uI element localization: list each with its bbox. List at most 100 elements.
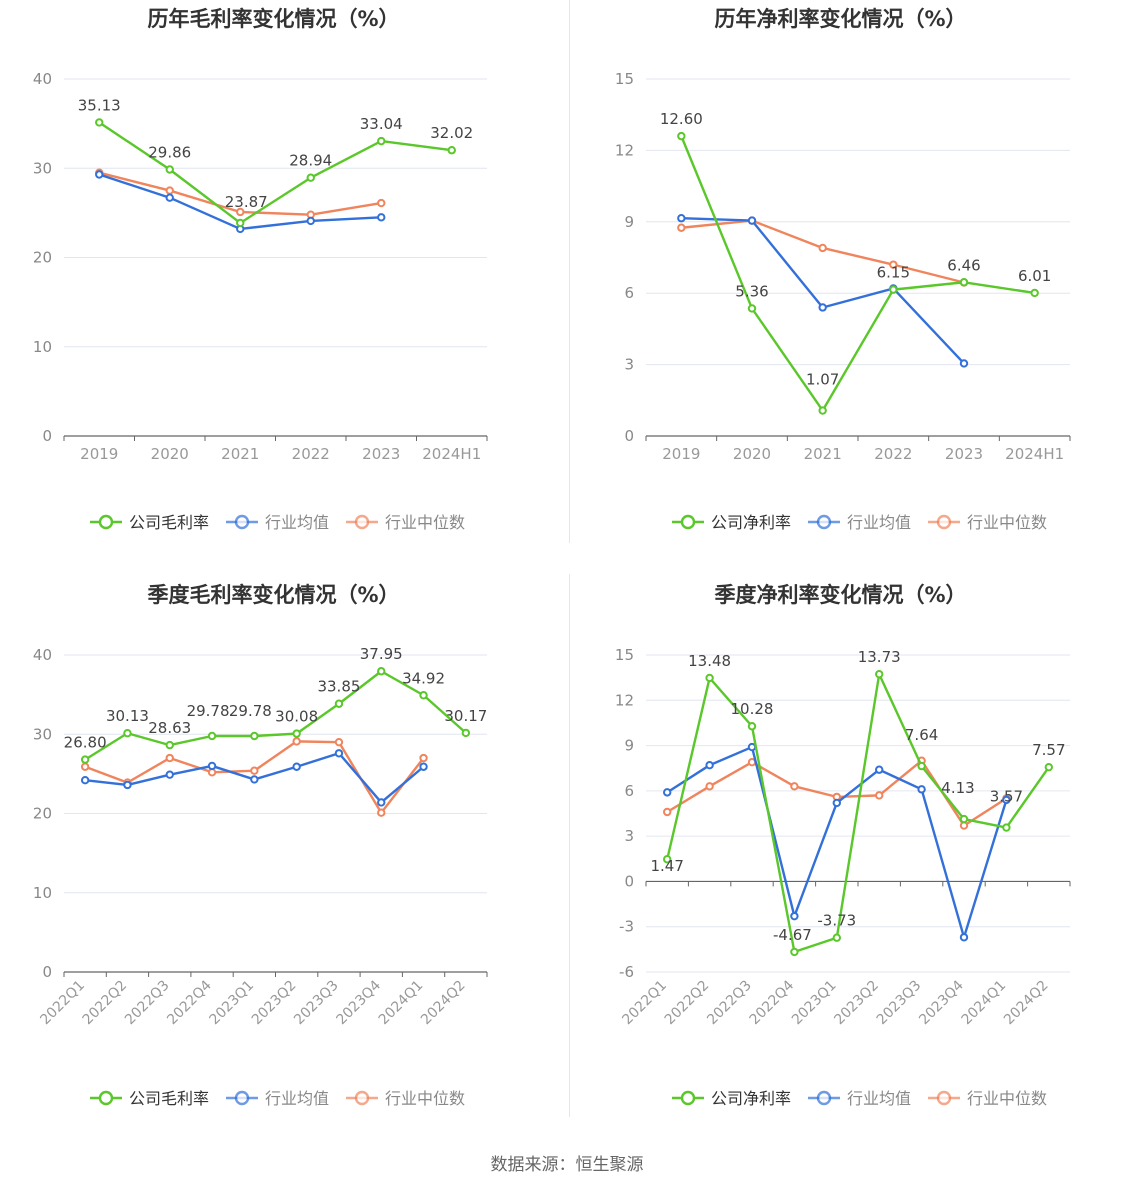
chart-title: 季度毛利率变化情况（%） [147, 583, 399, 607]
data-point-1 [705, 760, 714, 770]
data-point-2 [292, 737, 301, 746]
data-label: 33.85 [317, 678, 360, 696]
data-label: 7.57 [1032, 741, 1065, 759]
quarterly-net-margin-svg: 季度净利率变化情况（%）-6-3036912152022Q12022Q22022… [615, 583, 1071, 1108]
legend-marker-0 [98, 514, 114, 530]
data-point-0 [818, 406, 827, 415]
data-source-footer: 数据来源：恒生聚源 [490, 1155, 644, 1175]
data-point-1 [875, 765, 884, 774]
data-point-0 [832, 933, 841, 942]
data-point-2 [377, 808, 386, 817]
data-label: 23.87 [225, 193, 268, 211]
quarterly-gross-margin-svg: 季度毛利率变化情况（%）0102030402022Q12022Q22022Q32… [33, 583, 488, 1108]
data-label: 30.13 [106, 707, 149, 725]
data-point-2 [250, 766, 259, 775]
data-point-1 [250, 775, 259, 784]
data-point-2 [959, 821, 969, 830]
data-point-0 [419, 691, 428, 700]
data-point-1 [917, 785, 926, 794]
data-point-0 [705, 673, 714, 683]
y-tick-label: 20 [33, 805, 52, 823]
data-point-2 [165, 753, 174, 763]
series-line-0 [680, 135, 1035, 412]
data-point-1 [832, 798, 841, 808]
legend-label-2: 行业中位数 [385, 1089, 465, 1108]
data-point-0 [461, 728, 471, 738]
data-point-0 [292, 729, 301, 738]
y-tick-label: 12 [615, 691, 634, 709]
y-tick-label: -6 [619, 963, 634, 981]
vertical-divider-top [569, 0, 570, 543]
x-tick-label: 2022 [292, 445, 330, 463]
data-point-1 [419, 762, 428, 771]
data-point-0 [1044, 762, 1053, 772]
legend-label-1: 行业均值 [847, 1089, 911, 1108]
data-label: 6.01 [1018, 267, 1051, 285]
data-point-1 [165, 193, 174, 202]
data-point-2 [677, 223, 686, 232]
y-tick-label: 3 [624, 356, 634, 374]
y-tick-label: -3 [619, 918, 634, 936]
legend-label-2: 行业中位数 [967, 1089, 1047, 1108]
data-label: 26.80 [64, 734, 107, 752]
x-tick-label: 2023Q3 [291, 978, 342, 1029]
x-tick-label: 2021 [221, 445, 259, 463]
data-point-0 [95, 118, 104, 127]
data-point-0 [165, 165, 174, 174]
data-point-2 [663, 807, 672, 817]
data-point-2 [889, 260, 898, 269]
data-label: 13.73 [858, 648, 901, 666]
vertical-divider-bottom [569, 574, 570, 1117]
data-point-1 [80, 776, 90, 785]
x-tick-label: 2020 [733, 445, 771, 463]
legend-label-2: 行业中位数 [385, 513, 465, 532]
data-point-0 [447, 146, 456, 155]
data-point-1 [377, 213, 386, 222]
data-point-0 [123, 729, 132, 738]
chart-quarterly-net-margin: 季度净利率变化情况（%） -6 -3 0 3 6 9 12 15 2022Q1 2022Q2 2022… [567, 572, 1134, 1122]
data-label: -3.73 [817, 912, 856, 930]
data-point-2 [419, 753, 428, 763]
legend-label-0: 公司毛利率 [129, 513, 209, 532]
data-point-0 [875, 669, 884, 679]
legend-marker-1 [816, 514, 832, 530]
series-line-0 [98, 121, 452, 225]
data-label: 35.13 [78, 96, 121, 114]
data-label: 1.47 [650, 857, 683, 875]
y-tick-label: 3 [624, 827, 634, 845]
y-tick-label: 9 [624, 213, 634, 231]
x-tick-label: 2023 [945, 445, 983, 463]
y-tick-label: 40 [33, 646, 52, 664]
x-tick-label: 2023Q1 [207, 978, 258, 1029]
x-tick-label: 2024Q1 [959, 978, 1010, 1029]
y-tick-label: 0 [42, 427, 52, 445]
x-tick-label: 2024Q1 [376, 978, 427, 1029]
x-tick-label: 2023Q4 [916, 977, 967, 1028]
chart-title: 季度净利率变化情况（%） [714, 583, 966, 607]
legend-marker-2 [936, 514, 952, 530]
legend-marker-1 [234, 514, 250, 530]
data-label: 7.64 [905, 726, 938, 744]
data-label: 34.92 [402, 669, 445, 687]
legend-label-1: 行业均值 [847, 513, 911, 532]
data-label: 6.46 [947, 256, 980, 274]
data-label: 13.48 [688, 652, 731, 670]
data-point-1 [95, 170, 104, 179]
data-point-0 [959, 278, 969, 287]
data-point-1 [747, 216, 757, 225]
chart-title: 历年毛利率变化情况（%） [147, 7, 399, 31]
series-line-0 [84, 670, 467, 761]
legend-marker-1 [816, 1090, 832, 1106]
data-point-1 [818, 303, 827, 312]
annual-gross-margin-svg: 历年毛利率变化情况（%） 0 10 20 30 40 2019 2020 2021 2022 202… [33, 7, 488, 532]
chart-title: 历年净利率变化情况（%） [714, 7, 966, 31]
y-tick-label: 6 [624, 782, 634, 800]
legend-marker-0 [680, 514, 696, 530]
x-tick-label: 2022Q2 [80, 978, 131, 1029]
x-tick-label: 2020 [151, 445, 189, 463]
legend-marker-2 [354, 514, 370, 530]
x-tick-label: 2022Q1 [37, 978, 88, 1029]
legend-label-0: 公司净利率 [711, 1089, 791, 1108]
legend-label-0: 公司净利率 [711, 513, 791, 532]
data-point-0 [250, 731, 259, 741]
